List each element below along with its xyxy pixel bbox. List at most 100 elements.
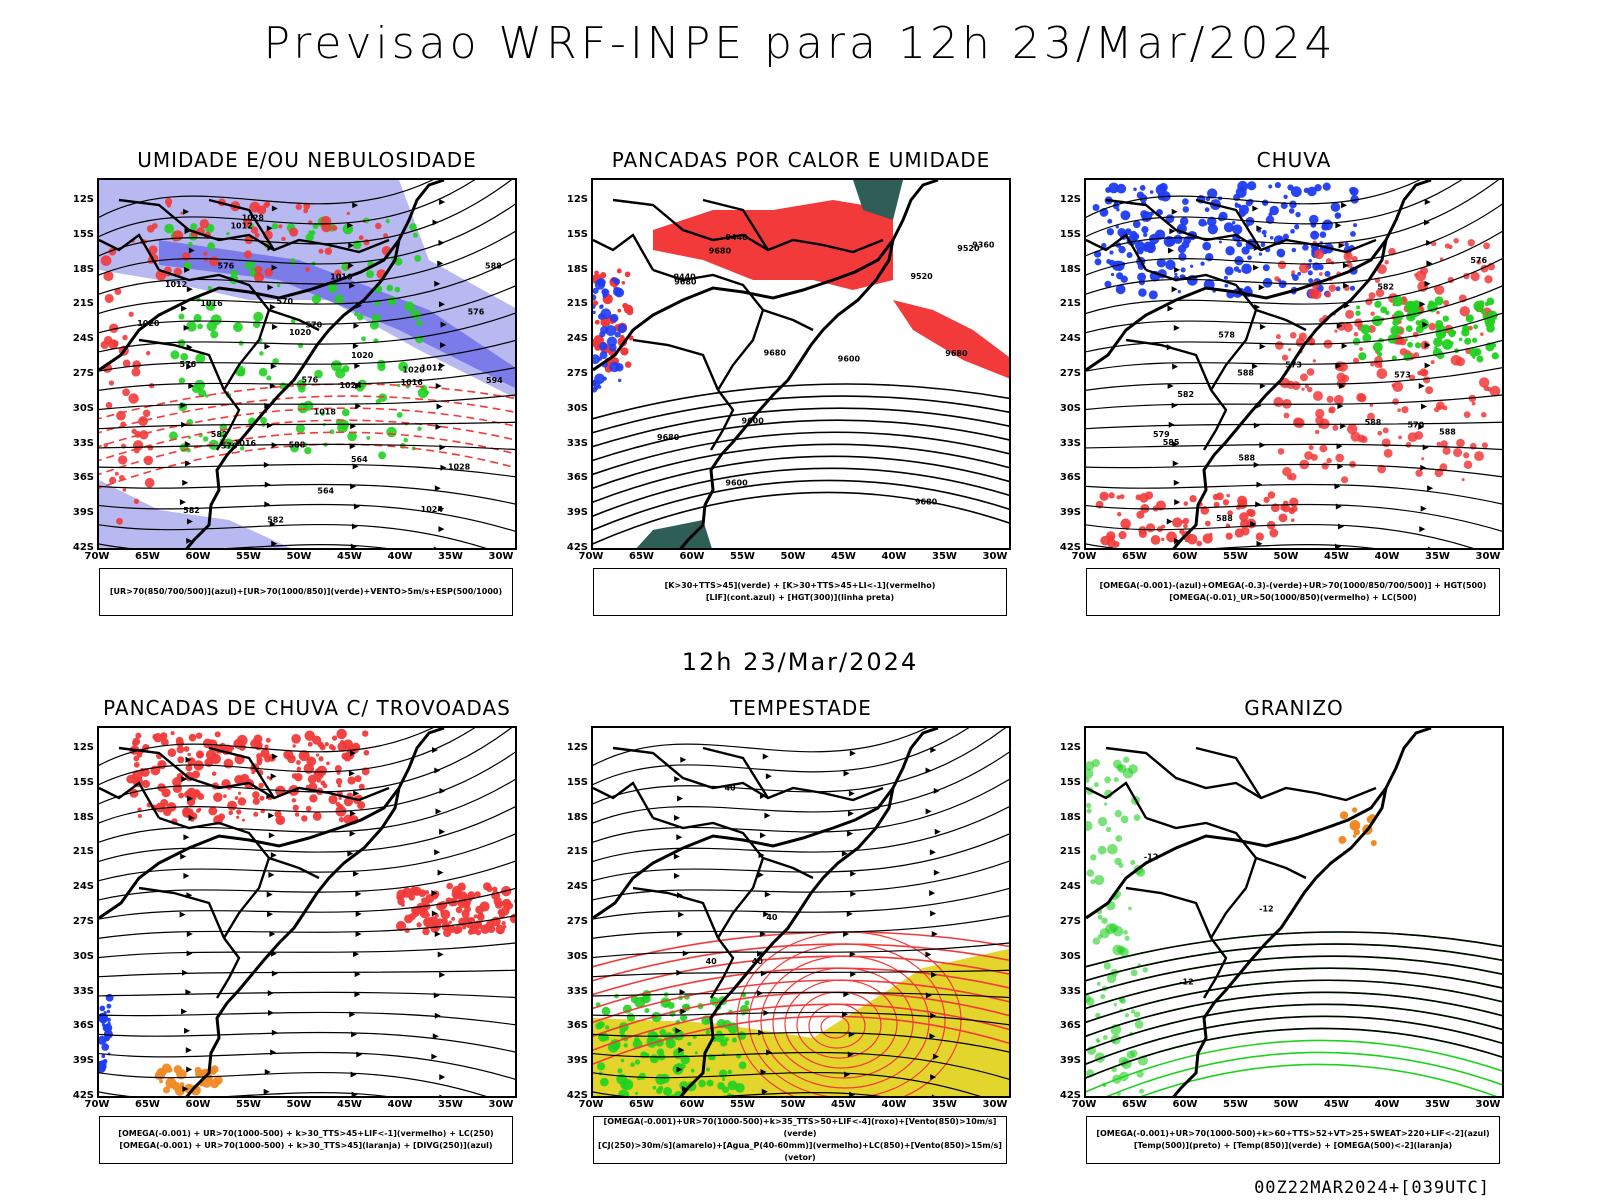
lon-tick-label: 70W: [578, 1099, 604, 1110]
contour-label: 1016: [234, 439, 257, 448]
contour-label: 570: [1407, 421, 1424, 430]
lat-tick-label: 21S: [566, 298, 588, 310]
lat-tick-label: 27S: [72, 916, 94, 927]
lon-tick-label: 55W: [236, 1099, 261, 1110]
contour-label: -12: [1179, 977, 1193, 986]
lon-tick-label: 50W: [286, 1099, 312, 1110]
legend-line: [LIF](cont.azul) + [HGT(300)](linha pret…: [705, 593, 895, 602]
lat-tick-label: 18S: [566, 811, 588, 823]
legend-line: [OMEGA(-0.001)-(azul)+OMEGA(-0.3)-(verde…: [1099, 581, 1487, 590]
contour-label: 582: [267, 516, 284, 525]
lon-tick-label: 50W: [780, 1099, 806, 1110]
lon-tick-label: 70W: [84, 551, 110, 562]
contour-label: 576: [302, 375, 319, 384]
lat-tick-label: 42S: [1059, 542, 1081, 553]
main-title: Previsao WRF-INPE para 12h 23/Mar/2024: [263, 18, 1337, 69]
contour-label: 582: [211, 430, 228, 439]
lon-tick-label: 55W: [1223, 1099, 1248, 1110]
contour-label: 582: [183, 506, 200, 515]
lat-tick-label: 18S: [1059, 811, 1081, 823]
lat-tick-label: 42S: [72, 1090, 94, 1101]
forecast-map: 9680 9680 9680 9680 9680 9680 9600 9600 9600 9520…: [591, 178, 1011, 550]
contour-label: 573: [1285, 360, 1302, 369]
legend-line: [Temp(500)](preto) + [Temp(850)](verde) …: [1133, 1141, 1453, 1150]
contour-label: 573: [1394, 371, 1411, 380]
lon-tick-label: 70W: [578, 551, 604, 562]
contour-label: 9680: [674, 277, 697, 286]
lat-tick-label: 18S: [72, 263, 94, 275]
lat-tick-label: 24S: [566, 333, 588, 345]
map-layers: [99, 728, 515, 1096]
contour-label: 9520: [957, 244, 980, 253]
lon-tick-label: 30W: [488, 551, 514, 562]
lon-tick-label: 40W: [881, 1099, 907, 1110]
lat-tick-label: 36S: [72, 1020, 94, 1032]
lat-tick-label: 24S: [566, 881, 588, 893]
panel-title: GRANIZO: [1244, 696, 1344, 720]
contour-label: 1020: [403, 365, 426, 374]
contour-label: 1018: [314, 407, 337, 416]
lat-tick-label: 21S: [72, 298, 94, 310]
lat-tick-label: 15S: [72, 228, 94, 240]
contour-label: 9440: [725, 233, 748, 242]
contour-label: 9680: [657, 433, 680, 442]
lat-tick-label: 21S: [566, 846, 588, 858]
contour-label: 588: [1237, 369, 1254, 378]
lon-tick-label: 45W: [337, 551, 362, 562]
contour-label: 9360: [972, 241, 995, 250]
contour-label: 9440: [673, 273, 696, 282]
lat-tick-label: 30S: [566, 402, 588, 414]
lon-tick-label: 40W: [1374, 1099, 1400, 1110]
legend-line: [CJ(250)>30m/s](amarelo)+[Agua_P(40-60mm…: [598, 1141, 1002, 1162]
lat-tick-label: 27S: [72, 368, 94, 379]
contour-label: 9680: [945, 349, 968, 358]
lat-tick-label: 36S: [72, 472, 94, 484]
forecast-map: 588 588 588 588 588 582 582 576 573 579 578 570 573 5…: [1084, 178, 1504, 550]
lat-tick-label: 33S: [566, 437, 588, 449]
legend-line: [OMEGA(-0.001)+UR>70(1000-500)+k>35_TTS>…: [603, 1117, 997, 1138]
legend-line: [OMEGA(-0.001)+UR>70(1000-500)+k>60+TTS>…: [1096, 1129, 1490, 1138]
lon-tick-label: 50W: [780, 551, 806, 562]
lon-tick-label: 55W: [236, 551, 261, 562]
legend-line: [UR>70(850/700/500)](azul)+[UR>70(1000/8…: [109, 587, 503, 596]
map-layers: 9680 9680 9680 9680 9680 9680 9600 9600 9600 9520…: [593, 180, 1009, 548]
lat-tick-label: 30S: [72, 950, 94, 962]
lat-tick-label: 36S: [566, 1020, 588, 1032]
lat-tick-label: 33S: [1059, 437, 1081, 449]
lon-tick-label: 55W: [730, 551, 755, 562]
contour-label: 1012: [165, 280, 187, 289]
lat-tick-label: 39S: [1059, 507, 1081, 519]
map-layers: 588 588 588 588 588 582 582 576 573 579 578 570 573 5…: [1086, 180, 1502, 548]
lon-tick-label: 65W: [1122, 1099, 1147, 1110]
lon-tick-label: 50W: [1273, 551, 1299, 562]
contour-label: 9600: [742, 417, 765, 426]
lat-tick-label: 15S: [72, 776, 94, 788]
contour-label: 570: [305, 321, 322, 330]
contour-label: 9680: [764, 348, 787, 357]
lat-tick-label: 24S: [72, 333, 94, 345]
contour-label: 588: [289, 441, 306, 450]
lon-tick-label: 60W: [679, 1099, 705, 1110]
lon-tick-label: 65W: [629, 551, 654, 562]
contour-label: 578: [1218, 331, 1235, 340]
lat-tick-label: 27S: [1059, 916, 1081, 927]
lon-tick-label: 50W: [1273, 1099, 1299, 1110]
lon-tick-label: 45W: [1324, 551, 1349, 562]
forecast-map: 40 40 40 40: [591, 726, 1011, 1098]
lat-tick-label: 12S: [566, 194, 588, 205]
contour-label: 582: [1377, 282, 1394, 291]
lat-tick-label: 15S: [566, 776, 588, 788]
lat-tick-label: 36S: [1059, 1020, 1081, 1032]
lon-tick-label: 65W: [629, 1099, 654, 1110]
contour-label: 588: [485, 261, 502, 270]
forecast-map: [97, 726, 517, 1098]
lon-tick-label: 60W: [1172, 551, 1198, 562]
panel-legend: [K>30+TTS>45](verde) + [K>30+TTS>45+LI<-…: [593, 568, 1007, 616]
lon-tick-label: 60W: [1172, 1099, 1198, 1110]
lon-tick-label: 65W: [135, 551, 160, 562]
lat-tick-label: 18S: [566, 263, 588, 275]
contour-label: 1012: [230, 222, 252, 231]
lat-tick-label: 21S: [1059, 846, 1081, 858]
contour-label: 1012: [421, 363, 443, 372]
lat-tick-label: 39S: [1059, 1055, 1081, 1067]
